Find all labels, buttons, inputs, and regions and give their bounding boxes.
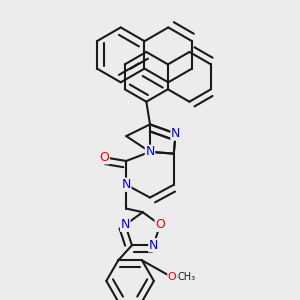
Text: O: O: [155, 218, 165, 231]
Text: O: O: [168, 272, 176, 282]
Text: N: N: [121, 218, 130, 231]
Text: CH₃: CH₃: [178, 272, 196, 282]
Text: O: O: [99, 151, 109, 164]
Text: N: N: [145, 145, 155, 158]
Text: N: N: [171, 127, 180, 140]
Text: N: N: [149, 239, 158, 252]
Text: N: N: [122, 178, 131, 191]
